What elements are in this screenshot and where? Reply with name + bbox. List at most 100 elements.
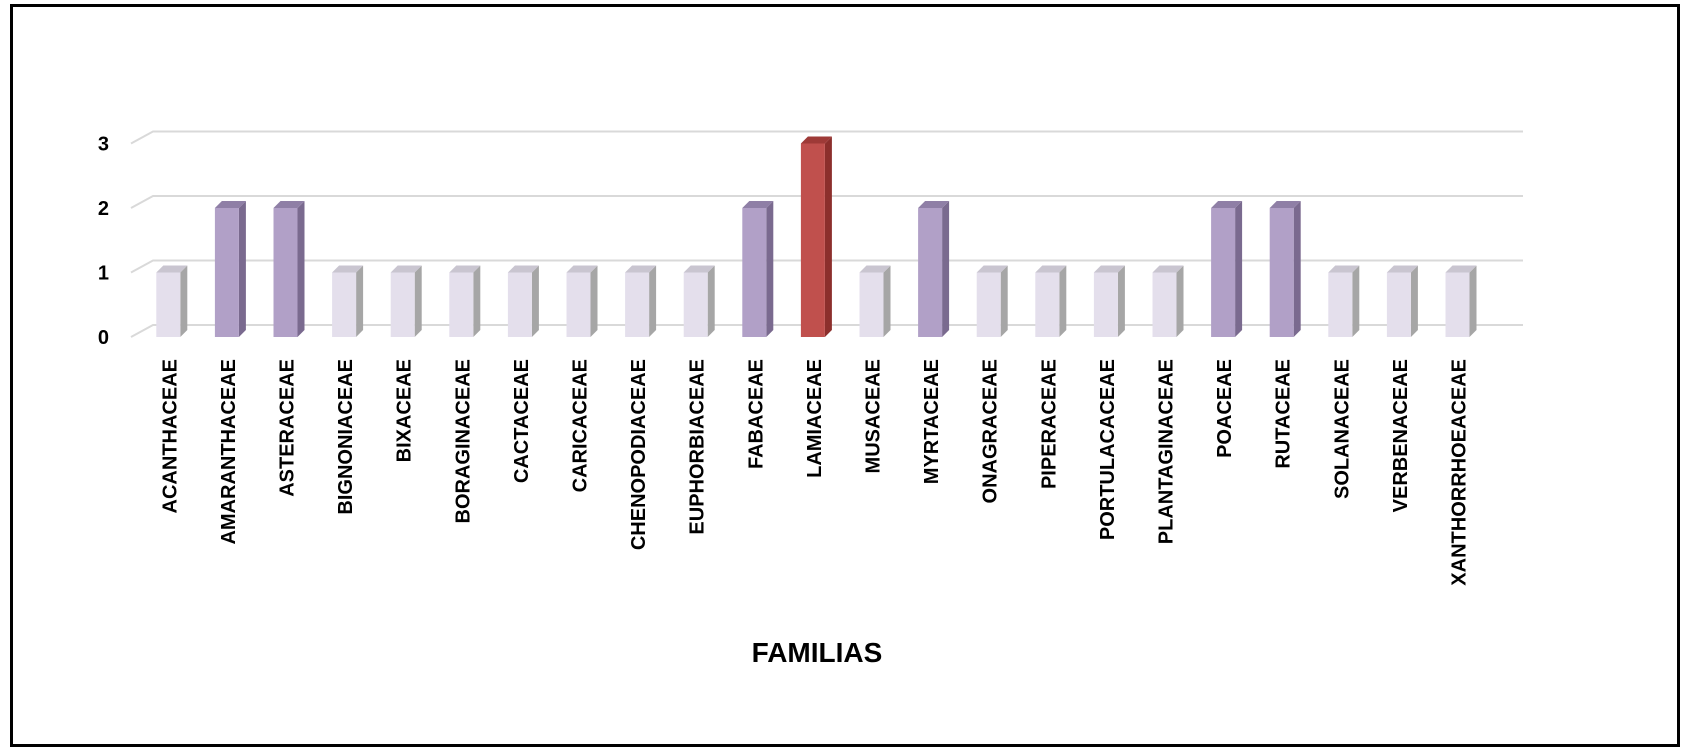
bar — [449, 265, 481, 337]
x-tick-label: MUSACEAE — [863, 359, 885, 473]
bar-side — [180, 265, 188, 337]
x-axis-category-labels: ACANTHACEAE AMARANTHACEAE ASTERACEAE BIGNON… — [159, 359, 1470, 586]
bar-front — [566, 272, 591, 337]
x-tick-label: PORTULACACEAE — [1097, 359, 1119, 540]
bar-front — [859, 272, 884, 337]
bar-front — [1328, 272, 1353, 337]
bar — [390, 265, 422, 337]
bar-side — [1352, 265, 1360, 337]
bar-top — [976, 265, 1008, 273]
bar-top — [683, 265, 715, 273]
bar-front — [273, 208, 298, 337]
gridline — [130, 130, 1523, 145]
x-axis-title: FAMILIAS — [752, 637, 883, 668]
bar-top — [1093, 265, 1125, 273]
bar-front — [1152, 272, 1177, 337]
x-tick-label: MYRTACEAE — [921, 359, 943, 484]
bar — [214, 201, 246, 337]
y-tick-label: 2 — [98, 198, 109, 220]
y-tick-label: 3 — [98, 134, 109, 156]
bars — [156, 136, 1477, 337]
bar-side — [1410, 265, 1418, 337]
bar-side — [942, 201, 950, 337]
bar — [332, 265, 364, 337]
bar — [859, 265, 891, 337]
bar — [1093, 265, 1125, 337]
bar-top — [918, 201, 950, 208]
bar-front — [449, 272, 474, 337]
gridline — [130, 324, 1523, 338]
y-tick-label: 1 — [98, 263, 109, 285]
y-tick-label: 0 — [98, 327, 109, 349]
x-tick-label: CACTACEAE — [511, 359, 533, 483]
bar — [683, 265, 715, 337]
bar-side — [1469, 265, 1477, 337]
bar — [1035, 265, 1067, 337]
x-tick-label: AMARANTHACEAE — [218, 359, 240, 545]
x-tick-label: FABACEAE — [745, 359, 767, 469]
x-tick-label: CARICACEAE — [570, 359, 592, 492]
x-tick-label: BIGNONIACEAE — [335, 359, 357, 515]
bar-side — [766, 201, 774, 337]
x-tick-label: LAMIACEAE — [804, 359, 826, 478]
bar-side — [590, 265, 598, 337]
y-axis-ticks: 0 1 2 3 — [98, 134, 109, 350]
bar-front — [156, 272, 181, 337]
bar-front — [507, 272, 532, 337]
bar-top — [1152, 265, 1184, 273]
bar-side — [531, 265, 539, 337]
bar-side — [297, 201, 305, 337]
x-tick-label: XANTHORRHOEACEAE — [1449, 359, 1471, 586]
x-tick-label: ACANTHACEAE — [159, 359, 181, 513]
bar-top — [859, 265, 891, 273]
x-tick-label: POACEAE — [1214, 359, 1236, 458]
bar-top — [449, 265, 481, 273]
bar — [273, 201, 305, 337]
bar-side — [1059, 265, 1067, 337]
bar-front — [918, 208, 943, 337]
bar-front — [1269, 208, 1294, 337]
bar-top — [800, 136, 832, 144]
bar-top — [390, 265, 422, 273]
chart-frame: 0 1 2 3 ACANTHACEAE AMARANTHACEAE ASTERACEAE B… — [10, 4, 1680, 747]
bar-chart: 0 1 2 3 ACANTHACEAE AMARANTHACEAE ASTERACEAE B… — [98, 130, 1523, 668]
bar-front — [800, 143, 825, 337]
x-tick-label: ASTERACEAE — [277, 359, 299, 497]
bar-top — [625, 265, 657, 273]
bar — [1445, 265, 1477, 337]
x-tick-label: BORAGINACEAE — [452, 359, 474, 523]
bar-front — [1386, 272, 1411, 337]
bar-top — [214, 201, 246, 208]
bar-front — [1093, 272, 1118, 337]
bar-top — [1269, 201, 1301, 208]
gridline — [130, 259, 1523, 274]
bar-side — [414, 265, 422, 337]
bar-side — [356, 265, 364, 337]
bar-side — [707, 265, 715, 337]
bar — [1386, 265, 1418, 337]
bar-top — [742, 201, 774, 208]
bar — [1211, 201, 1243, 337]
bar-top — [273, 201, 305, 208]
bar-top — [507, 265, 539, 273]
x-tick-label: PLANTAGINACEAE — [1156, 359, 1178, 544]
bar-front — [390, 272, 415, 337]
bar-side — [1117, 265, 1125, 337]
bar-top — [1035, 265, 1067, 273]
x-tick-label: RUTACEAE — [1273, 359, 1295, 469]
bar-side — [649, 265, 657, 337]
bar — [800, 136, 832, 337]
bar-top — [1328, 265, 1360, 273]
x-tick-label: SOLANACEAE — [1331, 359, 1353, 499]
bar-front — [1211, 208, 1236, 337]
bar-top — [566, 265, 598, 273]
bar — [742, 201, 774, 337]
bar-side — [1235, 201, 1243, 337]
bar-side — [883, 265, 891, 337]
bar — [976, 265, 1008, 337]
bar — [625, 265, 657, 337]
bar-side — [824, 136, 832, 337]
bar — [156, 265, 188, 337]
bar-top — [1386, 265, 1418, 273]
bar-side — [473, 265, 481, 337]
